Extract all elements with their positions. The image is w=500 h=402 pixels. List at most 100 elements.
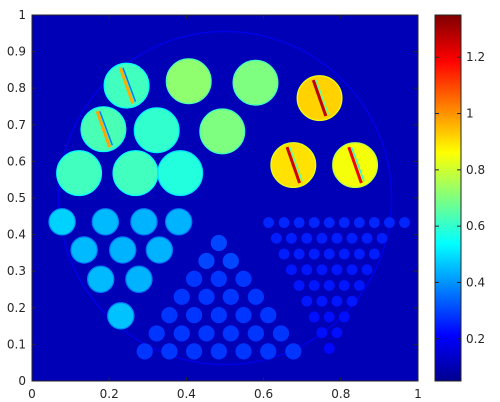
tiny-insert-42 [338, 311, 350, 323]
tiny-insert-24 [368, 248, 380, 260]
tiny-insert-34 [338, 280, 350, 291]
small-insert-25 [235, 343, 252, 360]
large-insert-streak-dark-0 [122, 67, 137, 103]
colorbar: 0.2 0.4 0.6 0.8 1 1.2 [434, 14, 485, 382]
tiny-insert-1 [278, 217, 290, 228]
x-tick-label-1: 0.2 [100, 387, 119, 401]
tiny-insert-10 [270, 232, 282, 244]
small-insert-9 [247, 288, 264, 305]
colorbar-frame [434, 14, 462, 382]
small-insert-13 [235, 307, 252, 324]
x-tick-label-2: 0.4 [177, 387, 196, 401]
large-insert-10 [112, 150, 159, 197]
small-insert-10 [161, 307, 178, 324]
large-insert-streak-7 [285, 146, 302, 184]
small-insert-7 [198, 288, 215, 305]
small-insert-16 [173, 325, 190, 342]
large-insert-streak-dark-3 [315, 79, 330, 115]
small-insert-23 [186, 343, 203, 360]
colorbar-gradient [435, 15, 461, 381]
colorbar-tick-label-5: 1.2 [466, 50, 485, 64]
tiny-insert-11 [285, 232, 297, 244]
small-insert-11 [186, 307, 203, 324]
small-insert-8 [222, 288, 239, 305]
large-insert-streak-8 [347, 146, 363, 184]
tiny-insert-17 [376, 232, 388, 244]
large-insert-streak-0 [118, 67, 135, 105]
tiny-insert-35 [353, 280, 365, 291]
tiny-insert-25 [285, 264, 297, 276]
medium-insert-2 [130, 208, 158, 236]
medium-insert-6 [145, 236, 174, 264]
tiny-insert-22 [338, 248, 350, 260]
medium-insert-5 [108, 236, 137, 264]
medium-insert-9 [107, 302, 135, 330]
tiny-insert-38 [331, 295, 343, 307]
small-insert-14 [260, 307, 277, 324]
colorbar-tick-label-0: 0.2 [466, 332, 485, 346]
colorbar-tick-label-2: 0.6 [466, 219, 485, 233]
small-insert-24 [210, 343, 227, 360]
small-insert-20 [272, 325, 290, 342]
tiny-insert-9 [399, 217, 410, 228]
tiny-insert-36 [301, 295, 313, 307]
tiny-insert-43 [316, 327, 328, 339]
tiny-insert-18 [278, 248, 290, 260]
tiny-insert-40 [308, 311, 320, 323]
y-tick-label-4: 0.4 [7, 228, 26, 242]
large-insert-11 [157, 150, 204, 197]
tiny-insert-19 [293, 248, 305, 260]
x-tick-label-4: 0.8 [331, 387, 350, 401]
tiny-insert-4 [323, 217, 335, 228]
heatmap-plot-area [31, 14, 419, 382]
small-insert-1 [198, 252, 215, 270]
colorbar-tick-label-3: 0.8 [466, 163, 485, 177]
small-insert-5 [235, 270, 252, 287]
y-tick-label-9: 0.9 [7, 45, 26, 59]
tiny-insert-41 [323, 311, 335, 323]
tiny-insert-31 [293, 280, 305, 291]
small-insert-0 [210, 234, 227, 252]
y-axis: 0 0.1 0.2 0.3 0.4 0.5 0.6 0.7 0.8 0.9 1 [7, 8, 418, 388]
heatmap-marks [48, 30, 410, 366]
y-tick-label-7: 0.7 [7, 118, 26, 132]
tiny-insert-21 [323, 248, 335, 260]
small-insert-12 [210, 307, 227, 324]
tiny-insert-13 [316, 232, 328, 244]
tiny-insert-39 [346, 295, 358, 307]
tiny-insert-0 [263, 217, 275, 228]
y-tick-label-3: 0.3 [7, 264, 26, 278]
small-insert-6 [173, 288, 190, 305]
large-insert-streak-dark-7 [289, 146, 303, 182]
tiny-insert-7 [368, 217, 380, 228]
tiny-insert-44 [331, 327, 343, 339]
tiny-insert-20 [308, 248, 320, 260]
large-insert-streak-dark-8 [350, 146, 365, 182]
large-insert-1 [165, 58, 212, 105]
tiny-insert-12 [301, 232, 313, 244]
large-insert-streak-3 [311, 79, 328, 117]
medium-insert-1 [91, 208, 120, 236]
large-insert-9 [56, 150, 103, 197]
y-tick-label-1: 0.1 [7, 337, 26, 351]
tiny-insert-37 [316, 295, 328, 307]
colorbar-ticks: 0.2 0.4 0.6 0.8 1 1.2 [435, 50, 485, 346]
large-insert-6 [199, 108, 246, 155]
colorbar-tick-label-1: 0.4 [466, 275, 485, 289]
tiny-insert-2 [293, 217, 305, 228]
tiny-insert-27 [316, 264, 328, 276]
x-tick-label-0: 0 [28, 387, 36, 401]
colorbar-tick-label-4: 1 [466, 107, 474, 121]
small-insert-27 [285, 343, 302, 360]
large-insert-2 [232, 59, 279, 106]
tiny-insert-6 [353, 217, 365, 228]
tiny-insert-45 [323, 343, 335, 354]
small-insert-22 [161, 343, 178, 360]
tiny-insert-29 [346, 264, 358, 276]
medium-insert-3 [164, 208, 193, 236]
x-axis: 0 0.2 0.4 0.6 0.8 1 [28, 15, 422, 401]
small-insert-19 [247, 325, 264, 342]
small-insert-2 [222, 252, 239, 270]
y-tick-label-5: 0.5 [7, 191, 26, 205]
